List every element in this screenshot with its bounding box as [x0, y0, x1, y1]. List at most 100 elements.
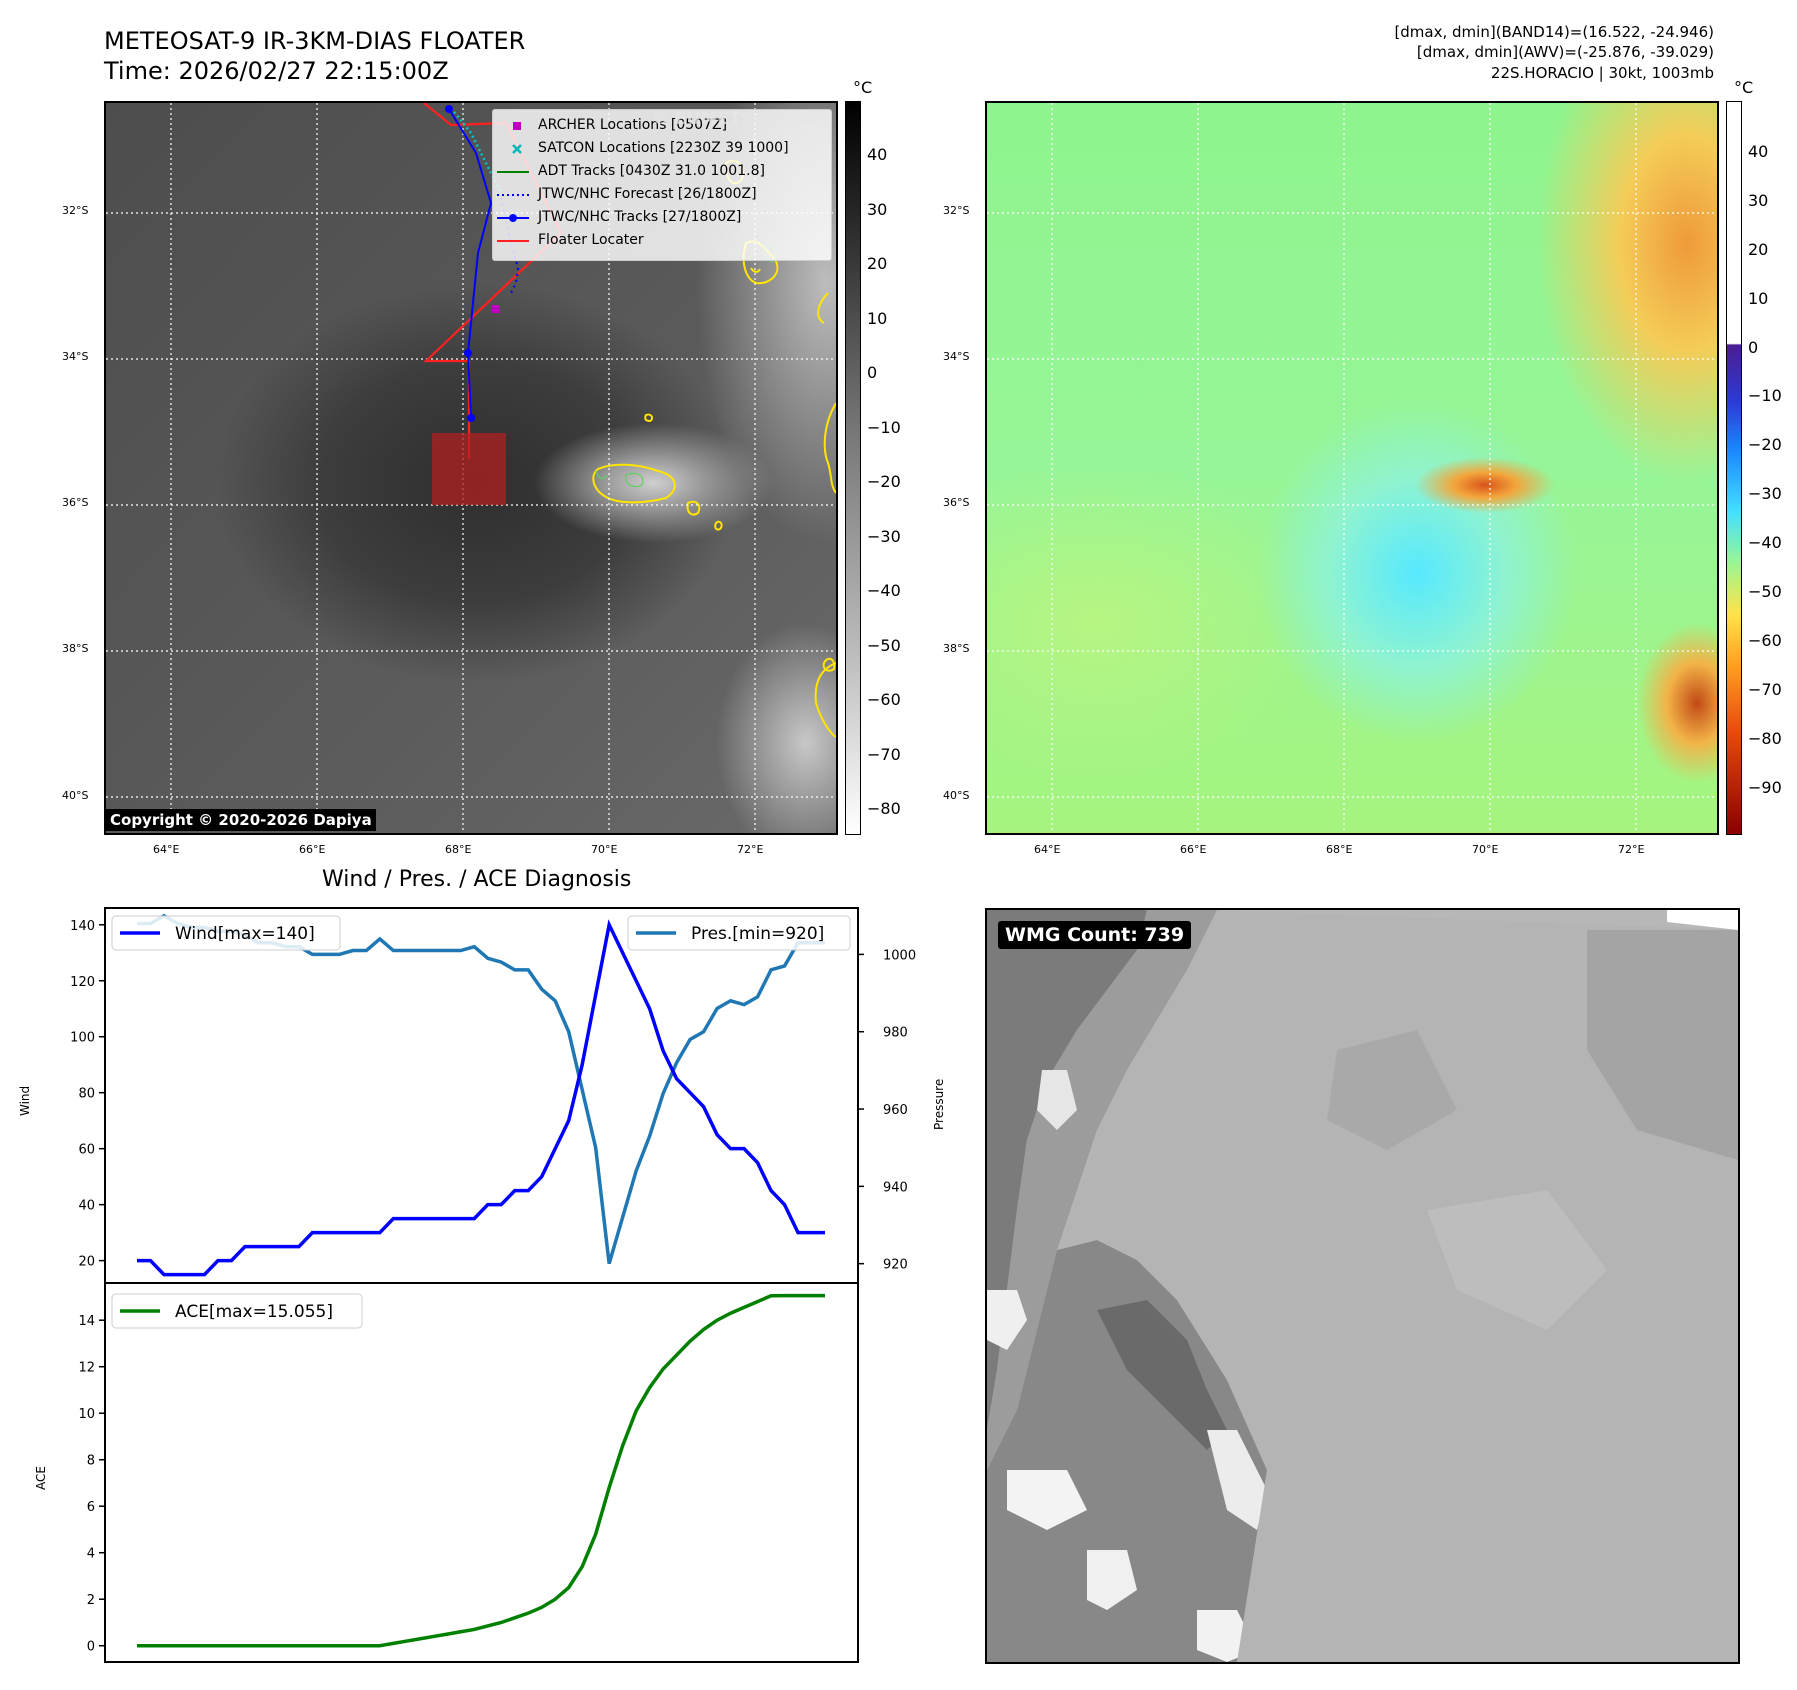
wind-tick-label: 140 — [70, 919, 95, 934]
awv-colorbar-tick: 0 — [1748, 338, 1759, 357]
ir-lon-label: 64°E — [153, 843, 180, 856]
satcon-track — [450, 107, 503, 194]
ace-legend-label: ACE[max=15.055] — [175, 1302, 333, 1322]
ir-colorbar — [845, 101, 861, 835]
line-dot-icon — [497, 214, 529, 222]
legend-satcon: SATCON Locations [2230Z 39 1000] — [493, 139, 831, 159]
ace-tick-label: 10 — [78, 1407, 95, 1422]
awv-colorbar-unit: °C — [1734, 78, 1754, 97]
pressure-tick-label: 940 — [883, 1180, 908, 1195]
ace-axis-label: ACE — [34, 1466, 48, 1490]
ir-lat-label: 32°S — [62, 204, 89, 217]
ir-colorbar-tick: 10 — [867, 309, 888, 328]
awv-colorbar-tick: −30 — [1748, 484, 1782, 503]
awv-lon-label: 68°E — [1326, 843, 1353, 856]
awv-lat-label: 34°S — [943, 350, 970, 363]
storm-info: 22S.HORACIO | 30kt, 1003mb — [1490, 64, 1714, 82]
awv-lon-label: 64°E — [1034, 843, 1061, 856]
storm-center-box — [432, 433, 506, 505]
ir-colorbar-tick: −10 — [867, 418, 901, 437]
wind-tick-label: 100 — [70, 1031, 95, 1046]
wind-tick-label: 60 — [78, 1143, 95, 1158]
ir-colorbar-unit: °C — [853, 78, 873, 97]
awv-lat-label: 40°S — [943, 789, 970, 802]
ace-tick-label: 8 — [87, 1454, 95, 1469]
awv-lon-label: 70°E — [1472, 843, 1499, 856]
awv-map-overlay — [987, 103, 1717, 833]
awv-colorbar-tick: −40 — [1748, 533, 1782, 552]
awv-range: [dmax, dmin](AWV)=(-25.876, -39.029) — [1416, 43, 1714, 61]
ace-tick-label: 4 — [87, 1547, 95, 1562]
square-marker-icon — [513, 122, 521, 130]
x-marker-icon — [512, 144, 522, 154]
ir-colorbar-tick: 0 — [867, 363, 878, 382]
jtwc-track-point — [445, 105, 453, 113]
jtwc-track-point — [464, 349, 472, 357]
awv-colorbar — [1726, 101, 1742, 835]
ir-colorbar-tick: 20 — [867, 254, 888, 273]
eumetsat-watermark: © EUMETSAT 2026 — [652, 109, 830, 129]
ir-colorbar-tick: −20 — [867, 472, 901, 491]
awv-lon-label: 66°E — [1180, 843, 1207, 856]
ir-colorbar-tick: −70 — [867, 745, 901, 764]
ace-tick-label: 6 — [87, 1500, 95, 1515]
awv-colorbar-tick: −50 — [1748, 582, 1782, 601]
awv-lat-label: 38°S — [943, 642, 970, 655]
ace-axes-frame — [104, 1282, 859, 1663]
ir-lon-label: 68°E — [445, 843, 472, 856]
awv-lon-label: 72°E — [1618, 843, 1645, 856]
pressure-legend-box — [627, 915, 851, 951]
wind-tick-label: 120 — [70, 975, 95, 990]
map-legend: ARCHER Locations [0507Z] SATCON Location… — [492, 109, 832, 261]
ir-colorbar-tick: −50 — [867, 636, 901, 655]
wind-axis-label: Wind — [18, 1085, 32, 1116]
jtwc-track-point — [467, 414, 475, 422]
awv-satellite-map[interactable] — [985, 101, 1719, 835]
ir-lon-label: 72°E — [737, 843, 764, 856]
wind-series-line — [137, 919, 825, 1277]
awv-colorbar-tick: 10 — [1748, 289, 1769, 308]
dotted-line-icon — [497, 194, 529, 196]
awv-colorbar-tick: −60 — [1748, 631, 1782, 650]
observation-time: Time: 2026/02/27 22:15:00Z — [104, 57, 449, 85]
ir-lat-label: 40°S — [62, 789, 89, 802]
band14-range: [dmax, dmin](BAND14)=(16.522, -24.946) — [1394, 23, 1714, 41]
red-line-icon — [497, 240, 529, 242]
pressure-tick-label: 980 — [883, 1026, 908, 1041]
legend-adt: ADT Tracks [0430Z 31.0 1001.8] — [493, 162, 831, 182]
pressure-legend-label: Pres.[min=920] — [691, 924, 824, 944]
awv-colorbar-tick: 40 — [1748, 142, 1769, 161]
ir-colorbar-tick: −30 — [867, 527, 901, 546]
awv-colorbar-tick: −20 — [1748, 435, 1782, 454]
awv-colorbar-tick: −90 — [1748, 778, 1782, 797]
wind-tick-label: 20 — [78, 1255, 95, 1270]
pressure-axis-label: Pressure — [932, 1078, 946, 1130]
wind-legend-label: Wind[max=140] — [175, 924, 315, 944]
legend-jtwc-tracks: JTWC/NHC Tracks [27/1800Z] — [493, 208, 831, 228]
ace-tick-label: 12 — [78, 1361, 95, 1376]
ace-legend-box — [111, 1293, 363, 1329]
ace-tick-label: 2 — [87, 1593, 95, 1608]
ir-colorbar-tick: 30 — [867, 200, 888, 219]
ir-map-overlay — [106, 103, 836, 833]
wind-tick-label: 80 — [78, 1087, 95, 1102]
awv-lat-label: 36°S — [943, 496, 970, 509]
wmg-count-badge: WMG Count: 739 — [998, 921, 1192, 949]
wind-legend-box — [111, 915, 341, 951]
ir-lat-label: 36°S — [62, 496, 89, 509]
archer-location-marker — [492, 305, 500, 313]
pressure-tick-label: 1000 — [883, 948, 916, 963]
ace-series-line — [137, 1293, 825, 1648]
green-line-icon — [497, 171, 529, 173]
diagnosis-title: Wind / Pres. / ACE Diagnosis — [322, 867, 632, 892]
ir-satellite-map[interactable]: ARCHER Locations [0507Z] SATCON Location… — [104, 101, 838, 835]
wmg-panel[interactable]: WMG Count: 739 — [985, 908, 1740, 1664]
ir-lon-label: 66°E — [299, 843, 326, 856]
ir-colorbar-tick: −40 — [867, 581, 901, 600]
awv-colorbar-tick: 30 — [1748, 191, 1769, 210]
legend-jtwc-forecast: JTWC/NHC Forecast [26/1800Z] — [493, 185, 831, 205]
pressure-tick-label: 920 — [883, 1258, 908, 1273]
awv-colorbar-tick: −70 — [1748, 680, 1782, 699]
ace-tick-label: 14 — [78, 1314, 95, 1329]
